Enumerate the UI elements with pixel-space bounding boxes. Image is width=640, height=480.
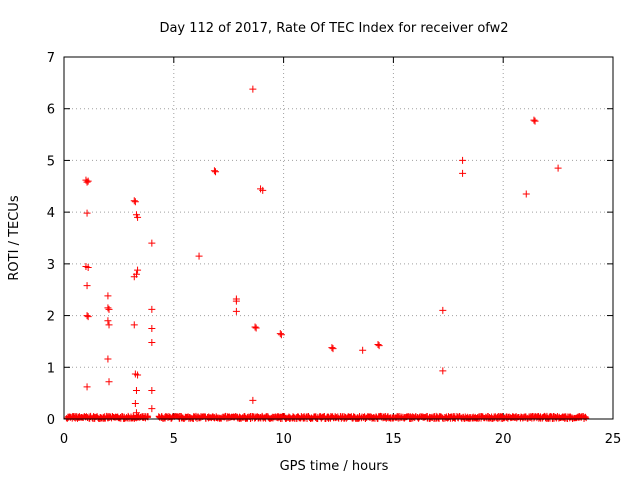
x-tick-label: 5 <box>170 432 178 447</box>
data-point <box>132 400 139 407</box>
data-point <box>131 321 138 328</box>
y-tick-label: 5 <box>47 154 55 169</box>
data-point <box>253 324 260 331</box>
data-point <box>104 356 111 363</box>
data-point <box>104 292 111 299</box>
data-point <box>523 191 530 198</box>
data-point <box>532 118 539 125</box>
data-point <box>233 308 240 315</box>
y-tick-label: 4 <box>47 206 55 221</box>
axis-ticks: 0 5 10 15 20 25 0 1 2 3 4 5 6 7 <box>47 51 622 447</box>
y-tick-label: 1 <box>47 361 55 376</box>
data-point <box>359 347 366 354</box>
x-axis-label: GPS time / hours <box>280 459 389 474</box>
data-point <box>212 168 219 175</box>
data-point <box>459 157 466 164</box>
data-point <box>328 344 335 351</box>
data-point <box>439 307 446 314</box>
data-point <box>439 367 446 374</box>
data-point <box>148 405 155 412</box>
data-point <box>104 304 111 311</box>
data-point <box>106 321 113 328</box>
data-point <box>249 397 256 404</box>
chart-title: Day 112 of 2017, Rate Of TEC Index for r… <box>159 21 508 36</box>
data-point <box>106 378 113 385</box>
data-point <box>148 339 155 346</box>
y-tick-label: 6 <box>47 103 55 118</box>
data-point <box>148 325 155 332</box>
x-tick-label: 10 <box>275 432 292 447</box>
data-point <box>376 342 383 349</box>
data-point <box>84 282 91 289</box>
data-point <box>148 240 155 247</box>
data-point <box>148 306 155 313</box>
data-point <box>211 167 218 174</box>
y-axis-label: ROTI / TECUs <box>7 195 22 280</box>
data-point <box>104 317 111 324</box>
x-tick-label: 15 <box>385 432 402 447</box>
x-tick-label: 0 <box>60 432 68 447</box>
data-point <box>85 313 92 320</box>
y-tick-label: 3 <box>47 258 55 273</box>
data-points <box>63 86 589 422</box>
data-point <box>131 197 138 204</box>
data-point <box>330 345 337 352</box>
y-tick-label: 2 <box>47 310 55 325</box>
data-point <box>252 323 259 330</box>
data-point <box>84 210 91 217</box>
data-point <box>196 253 203 260</box>
data-point <box>84 312 91 319</box>
data-point <box>148 387 155 394</box>
y-tick-label: 0 <box>47 413 55 428</box>
data-point <box>84 383 91 390</box>
x-tick-label: 25 <box>605 432 622 447</box>
data-point <box>134 267 141 274</box>
data-point <box>530 117 537 124</box>
data-point <box>277 330 284 337</box>
data-point <box>459 170 466 177</box>
data-point <box>132 198 139 205</box>
data-point <box>133 387 140 394</box>
data-point <box>249 86 256 93</box>
y-tick-label: 7 <box>47 51 55 66</box>
data-point <box>106 306 113 313</box>
grid-lines <box>64 57 613 419</box>
x-tick-label: 20 <box>495 432 512 447</box>
data-point <box>555 165 562 172</box>
data-point <box>375 341 382 348</box>
plot-frame <box>64 57 613 419</box>
